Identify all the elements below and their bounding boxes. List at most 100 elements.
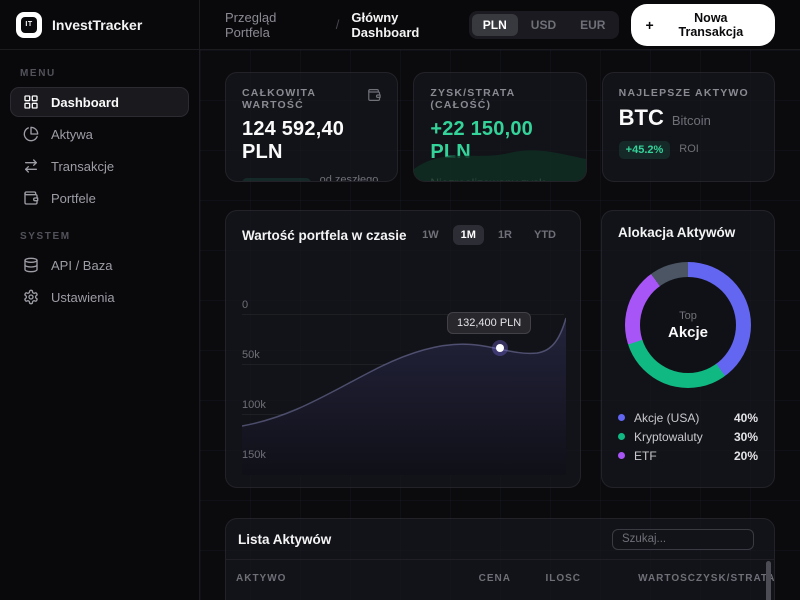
sidebar-item-api-baza[interactable]: API / Baza bbox=[10, 250, 189, 280]
y-axis-label: 100k bbox=[242, 399, 266, 411]
sidebar-nav-system: API / Baza Ustawienia bbox=[0, 250, 199, 312]
stat-label: ZYSK/STRATA (CAŁOŚĆ) bbox=[430, 87, 516, 111]
legend-item: Kryptowaluty 30% bbox=[618, 427, 758, 446]
donut-center-value: Akcje bbox=[667, 323, 709, 341]
chart-tooltip: 132,400 PLN bbox=[447, 312, 532, 334]
legend-value: 30% bbox=[733, 429, 758, 444]
new-transaction-label: Nowa Transakcja bbox=[678, 10, 744, 39]
allocation-card: Alokacja Aktywów Top Akcje Akcje (USA) 4… bbox=[601, 210, 775, 488]
range-selector: 1W 1M 1R YTD bbox=[414, 225, 564, 245]
column-header-cena: CENA bbox=[478, 573, 511, 584]
gridline bbox=[242, 314, 564, 315]
topbar: Przegląd Portfela / Główny Dashboard PLN… bbox=[200, 0, 800, 50]
change-badge: +12.5% bbox=[242, 178, 311, 181]
breadcrumb-current: Główny Dashboard bbox=[351, 9, 420, 40]
breadcrumb-parent[interactable]: Przegląd Portfela bbox=[225, 9, 277, 40]
plus-icon: + bbox=[645, 16, 654, 33]
range-button-1r[interactable]: 1R bbox=[497, 229, 512, 241]
pnl-value: +22 150,00 PLN bbox=[430, 118, 533, 163]
sidebar-section-system-label: SYSTEM bbox=[20, 231, 71, 242]
brand-logo-icon: IT bbox=[16, 11, 42, 38]
stat-card-pnl: ZYSK/STRATA (CAŁOŚĆ) +22 150,00 PLN Niez… bbox=[413, 72, 587, 182]
sidebar-nav-menu: Dashboard Aktywa Transakcje Portfele bbox=[0, 87, 199, 213]
legend-value: 40% bbox=[733, 410, 758, 425]
legend-dot bbox=[618, 414, 625, 421]
area-chart-svg bbox=[242, 317, 566, 475]
sidebar-item-aktywa[interactable]: Aktywa bbox=[10, 119, 189, 149]
best-asset-ticker: BTC bbox=[618, 105, 664, 130]
donut-center-label: Top bbox=[679, 309, 697, 322]
sidebar-item-portfele[interactable]: Portfele bbox=[10, 183, 189, 213]
sidebar-item-label: Dashboard bbox=[51, 94, 119, 110]
allocation-title: Alokacja Aktywów bbox=[618, 225, 736, 240]
dashboard-grid-icon bbox=[24, 95, 38, 109]
total-value: 124 592,40 PLN bbox=[242, 118, 345, 163]
line-chart-area[interactable]: 0 50k 100k 150k 132,400 PLN bbox=[242, 251, 566, 475]
database-icon bbox=[24, 257, 38, 273]
search-input[interactable] bbox=[612, 528, 754, 550]
legend-dot bbox=[618, 433, 625, 440]
data-point bbox=[496, 344, 504, 352]
column-header-zysk-strata: ZYSK/STRATA bbox=[696, 573, 774, 584]
sidebar-item-label: API / Baza bbox=[51, 257, 113, 273]
legend-item: Akcje (USA) 40% bbox=[618, 408, 758, 427]
currency-option-usd[interactable]: USD bbox=[530, 17, 557, 32]
range-button-1w[interactable]: 1W bbox=[422, 229, 439, 241]
gear-icon bbox=[24, 289, 38, 305]
portfolio-chart-card: Wartość portfela w czasie 1W 1M 1R YTD bbox=[225, 210, 581, 488]
assets-table-card: Lista Aktywów AKTYWO CENA ILOŚĆ WARTOŚĆ … bbox=[225, 518, 775, 600]
stat-note: od zeszłego miesiąca bbox=[319, 174, 379, 182]
mid-row: Wartość portfela w czasie 1W 1M 1R YTD bbox=[225, 210, 775, 488]
best-asset-name: Bitcoin bbox=[671, 113, 711, 128]
arrows-swap-icon bbox=[25, 159, 37, 173]
stat-card-total-value: CAŁKOWITA WARTOŚĆ 124 592,40 PLN +12.5% … bbox=[225, 72, 399, 182]
sidebar-item-label: Transakcje bbox=[51, 158, 115, 174]
stat-card-best-asset: NAJLEPSZE AKTYWO BTC Bitcoin +45.2% ROI bbox=[601, 72, 775, 182]
legend-value: 20% bbox=[733, 448, 758, 463]
stat-note: Niezrealizowany zysk netto bbox=[430, 176, 569, 181]
area-fill bbox=[242, 318, 566, 475]
wallet-icon bbox=[368, 89, 381, 101]
table-scrollbar[interactable] bbox=[766, 561, 771, 600]
donut-chart-wrap: Top Akcje bbox=[625, 262, 751, 388]
assets-table-title: Lista Aktywów bbox=[238, 531, 332, 547]
currency-option-pln[interactable]: PLN bbox=[471, 13, 518, 36]
legend-item: ETF 20% bbox=[618, 446, 758, 465]
brand-name: InvestTracker bbox=[52, 16, 143, 33]
table-header-row: AKTYWO CENA ILOŚĆ WARTOŚĆ ZYSK/STRATA bbox=[226, 559, 774, 597]
y-axis-label: 150k bbox=[242, 449, 266, 461]
sidebar-item-ustawienia[interactable]: Ustawienia bbox=[10, 282, 189, 312]
sidebar: IT InvestTracker MENU Dashboard Aktywa T… bbox=[0, 0, 200, 600]
legend-label: ETF bbox=[634, 448, 657, 463]
column-header-wartosc: WARTOŚĆ bbox=[638, 573, 696, 584]
breadcrumb-separator: / bbox=[335, 17, 340, 32]
area-line bbox=[242, 317, 566, 427]
legend-dot bbox=[618, 452, 625, 459]
stat-label: NAJLEPSZE AKTYWO bbox=[618, 87, 749, 99]
range-button-1m[interactable]: 1M bbox=[452, 225, 484, 245]
stat-note: ROI bbox=[679, 143, 699, 156]
sidebar-item-dashboard[interactable]: Dashboard bbox=[10, 87, 189, 117]
brand[interactable]: IT InvestTracker bbox=[0, 0, 199, 50]
chart-title: Wartość portfela w czasie bbox=[242, 227, 407, 243]
sidebar-item-label: Portfele bbox=[51, 190, 96, 206]
allocation-legend: Akcje (USA) 40% Kryptowaluty 30% ETF 20% bbox=[618, 408, 758, 465]
sidebar-item-transakcje[interactable]: Transakcje bbox=[10, 151, 189, 181]
range-button-ytd[interactable]: YTD bbox=[534, 229, 556, 241]
stats-row: CAŁKOWITA WARTOŚĆ 124 592,40 PLN +12.5% … bbox=[225, 72, 775, 182]
legend-label: Kryptowaluty bbox=[634, 429, 703, 444]
roi-badge: +45.2% bbox=[618, 141, 671, 159]
sidebar-section-menu-label: MENU bbox=[20, 68, 56, 79]
y-axis-label: 50k bbox=[242, 349, 260, 361]
legend-label: Akcje (USA) bbox=[634, 410, 700, 425]
roi-badge-value: +45.2% bbox=[625, 144, 664, 156]
new-transaction-button[interactable]: + Nowa Transakcja bbox=[631, 3, 776, 46]
donut-center: Top Akcje bbox=[640, 277, 736, 373]
currency-option-eur[interactable]: EUR bbox=[580, 17, 606, 32]
stat-label: CAŁKOWITA WARTOŚĆ bbox=[242, 87, 316, 111]
sidebar-item-label: Aktywa bbox=[51, 126, 93, 142]
currency-toggle: PLN USD EUR bbox=[468, 10, 620, 39]
y-axis-label: 0 bbox=[242, 299, 249, 311]
sidebar-item-label: Ustawienia bbox=[51, 289, 115, 305]
